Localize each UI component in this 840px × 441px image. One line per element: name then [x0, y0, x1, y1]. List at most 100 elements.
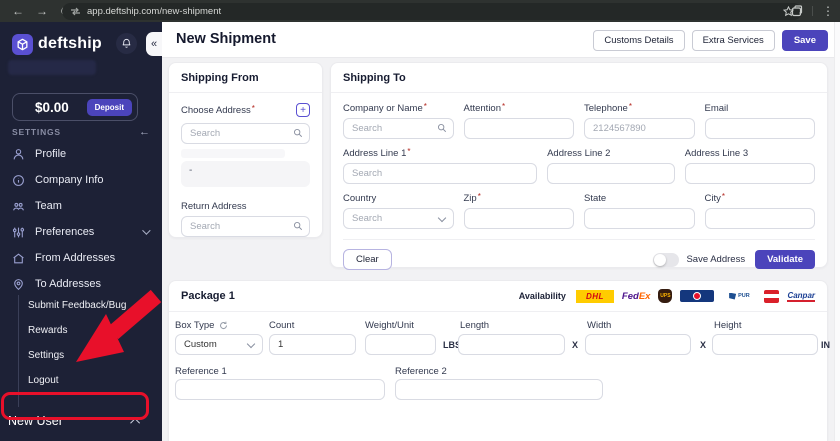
attention-field: Attention * [463, 102, 574, 139]
deposit-button[interactable]: Deposit [86, 98, 132, 116]
telephone-input[interactable] [584, 118, 695, 139]
save-address-toggle[interactable] [653, 252, 680, 267]
return-address-search-input[interactable] [181, 216, 310, 237]
carrier-logo-fedex: Fed Ex [621, 290, 651, 302]
redacted-address-text [181, 149, 285, 158]
zip-field: Zip * [463, 192, 574, 229]
tree-connector [18, 295, 19, 407]
shipping-from-title: Shipping From [169, 63, 322, 93]
weight-label: Weight/Unit [365, 320, 414, 331]
count-input[interactable] [269, 334, 356, 355]
required-asterisk: * [407, 147, 411, 156]
country-select[interactable]: Search [343, 208, 454, 229]
carrier-logo-purolator: PUR [722, 290, 757, 302]
reference-1-input[interactable] [175, 379, 385, 400]
scrollbar[interactable] [834, 22, 840, 441]
sidebar-submenu: Submit Feedback/Bug Rewards Settings Log… [0, 293, 162, 407]
sidebar-item-rewards[interactable]: Rewards [28, 325, 68, 336]
site-info-icon[interactable] [70, 7, 81, 16]
sidebar-nav: Profile Company Info Team Preferences Fr… [0, 141, 162, 297]
location-pin-icon [14, 278, 23, 290]
sidebar-item-submit-feedback[interactable]: Submit Feedback/Bug [28, 300, 127, 311]
company-search-input[interactable] [343, 118, 454, 139]
required-asterisk: * [423, 102, 427, 111]
sidebar-item-logout[interactable]: Logout [28, 375, 59, 386]
balance-widget: $0.00 Deposit [12, 93, 138, 121]
sidebar-item-settings[interactable]: Settings [28, 350, 65, 361]
attention-input[interactable] [463, 118, 574, 139]
section-back-icon[interactable]: ← [139, 126, 150, 138]
height-label: Height [714, 320, 742, 331]
address-option-item[interactable]: - [181, 161, 310, 187]
house-icon [13, 252, 24, 263]
url-text[interactable]: app.deftship.com/new-shipment [87, 6, 222, 17]
zip-input[interactable] [463, 208, 574, 229]
shipping-to-title: Shipping To [331, 63, 827, 93]
sidebar-item-team[interactable]: Team [0, 193, 162, 219]
customs-details-button[interactable]: Customs Details [593, 30, 685, 51]
telephone-field: Telephone * [584, 102, 695, 139]
dimension-separator: X [700, 340, 707, 350]
browser-address-bar[interactable]: app.deftship.com/new-shipment [62, 3, 802, 20]
info-icon [13, 174, 24, 186]
required-asterisk: * [251, 103, 255, 113]
carrier-logo-ups: UPS [658, 289, 673, 303]
clear-button[interactable]: Clear [343, 249, 392, 270]
weight-input[interactable] [365, 334, 436, 355]
company-field: Company or Name * [343, 102, 454, 139]
length-label: Length [460, 320, 490, 331]
carrier-logo-dhl: DHL [575, 289, 614, 303]
reset-icon[interactable] [219, 321, 228, 330]
choose-address-search-input[interactable] [181, 123, 310, 144]
required-asterisk: * [502, 102, 506, 111]
sidebar-item-company-info[interactable]: Company Info [0, 167, 162, 193]
person-icon [13, 148, 24, 159]
user-menu-toggle[interactable]: New User [0, 406, 150, 436]
height-input[interactable] [712, 334, 818, 355]
sidebar-collapse-button[interactable]: « [146, 32, 162, 56]
sidebar-item-preferences[interactable]: Preferences [0, 219, 162, 245]
sidebar-item-profile[interactable]: Profile [0, 141, 162, 167]
box-type-select[interactable]: Custom [175, 334, 263, 355]
width-label: Width [587, 320, 612, 331]
toggle-knob [654, 253, 667, 266]
browser-forward-icon[interactable]: → [36, 4, 48, 18]
notifications-button[interactable] [116, 33, 137, 54]
shipping-from-card: Shipping From Choose Address* + - Return… [168, 62, 323, 238]
add-address-button[interactable]: + [296, 103, 310, 117]
tab-switcher-icon[interactable] [791, 5, 803, 17]
required-asterisk: * [628, 102, 632, 111]
sliders-icon [12, 227, 25, 237]
browser-back-icon[interactable]: ← [12, 4, 24, 18]
carrier-logo-canpar: Canpar [787, 290, 815, 302]
bell-icon [122, 38, 131, 48]
state-input[interactable] [584, 208, 695, 229]
address-line-3-input[interactable] [684, 163, 815, 184]
shipping-to-card: Shipping To Company or Name* Attention* … [330, 62, 828, 270]
reference-1-label: Reference 1 [175, 366, 227, 377]
sidebar-item-to-addresses[interactable]: To Addresses [0, 271, 162, 297]
reference-2-label: Reference 2 [395, 366, 447, 377]
reference-2-input[interactable] [395, 379, 603, 400]
email-input[interactable] [704, 118, 815, 139]
search-icon [437, 124, 446, 133]
address-line-2-input[interactable] [547, 163, 675, 184]
browser-menu-icon[interactable]: ⋮ [822, 4, 834, 18]
sidebar-item-from-addresses[interactable]: From Addresses [0, 245, 162, 271]
availability-label: Availability [518, 291, 566, 301]
address-line-1-input[interactable] [343, 163, 538, 184]
extra-services-button[interactable]: Extra Services [691, 30, 775, 51]
validate-button[interactable]: Validate [755, 250, 815, 269]
page-title: New Shipment [176, 31, 276, 47]
package-title: Package 1 [181, 290, 235, 302]
width-input[interactable] [585, 334, 691, 355]
browser-toolbar: ← → app.deftship.com/new-shipment ⋮ [0, 0, 840, 22]
box-type-label: Box Type [175, 320, 228, 331]
redacted-user-name [8, 60, 96, 75]
company-label: Company or Name * [343, 102, 427, 114]
length-input[interactable] [458, 334, 565, 355]
address-line-3-field: Address Line 3 [684, 148, 815, 184]
choose-address-label: Choose Address * [181, 103, 255, 116]
city-input[interactable] [704, 208, 815, 229]
save-button[interactable]: Save [781, 30, 828, 51]
